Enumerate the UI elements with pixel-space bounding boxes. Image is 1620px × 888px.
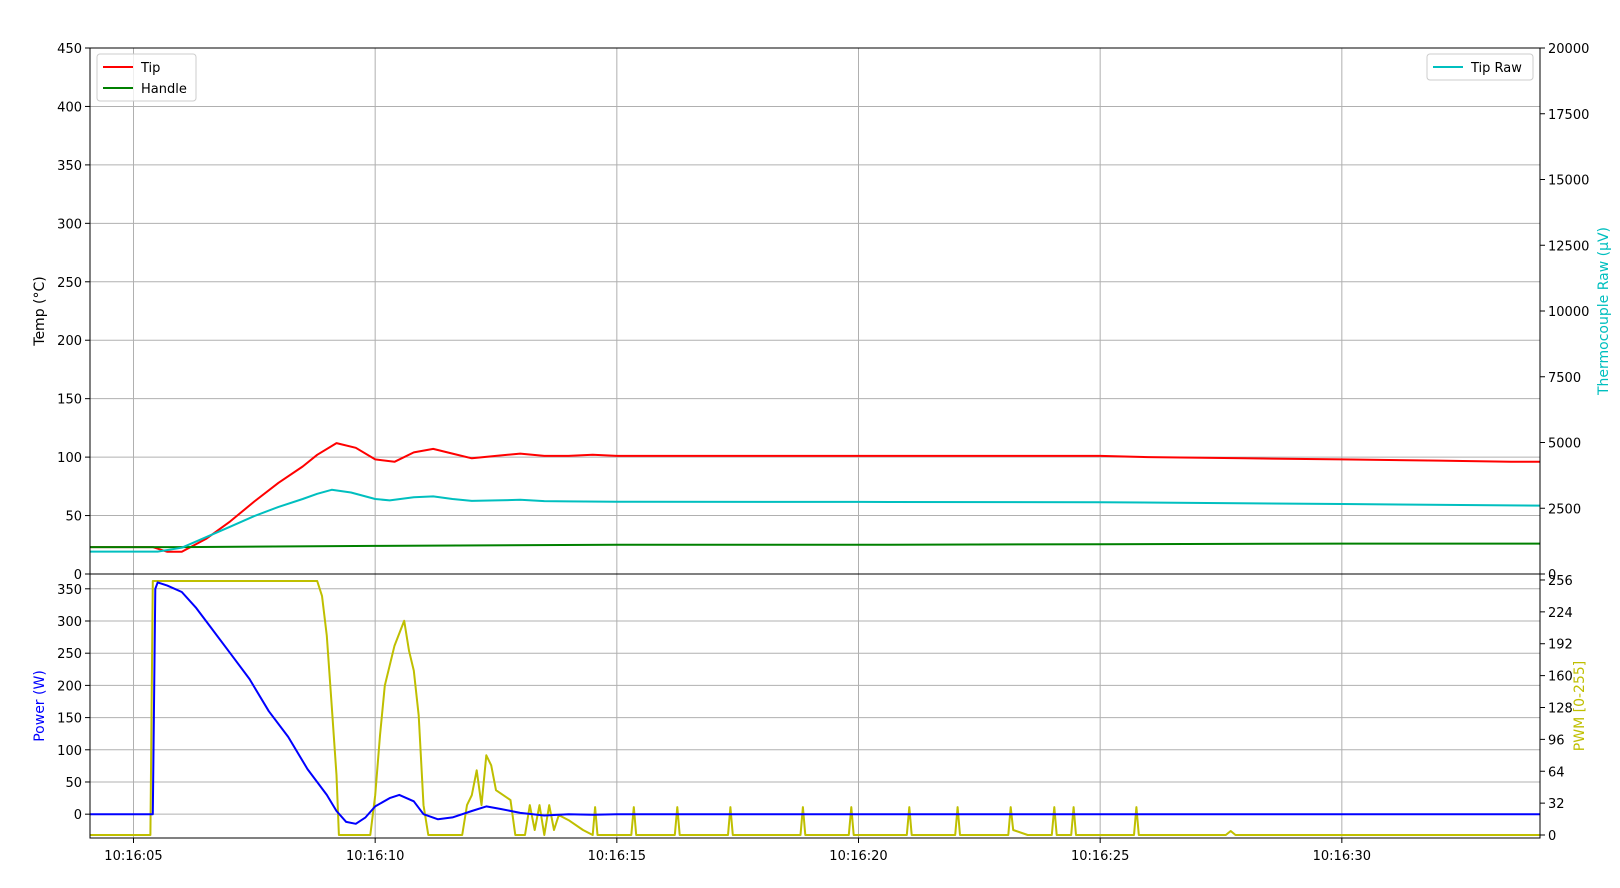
top-left-ticks: 0 50 100 150 200 250 300 350 400 450 bbox=[57, 42, 90, 583]
y-tick-label: 50 bbox=[65, 776, 82, 791]
legend-handle-label: Handle bbox=[141, 82, 187, 97]
pwm-series-line bbox=[90, 580, 1540, 836]
y-tick-label: 250 bbox=[57, 647, 82, 662]
top-y-axis-label: Temp (°C) bbox=[32, 276, 48, 346]
y2-tick-label: 32 bbox=[1548, 797, 1565, 812]
y-tick-label: 300 bbox=[57, 217, 82, 232]
handle-series-line bbox=[90, 542, 1540, 549]
y-tick-label: 50 bbox=[65, 510, 82, 525]
y-tick-label: 150 bbox=[57, 712, 82, 727]
legend-right: Tip Raw bbox=[1426, 53, 1534, 81]
x-tick-label: 10:16:10 bbox=[346, 849, 404, 864]
top-right-ticks: 0 2500 5000 7500 10000 12500 15000 17500 20000 bbox=[1540, 42, 1589, 583]
x-tick-label: 10:16:05 bbox=[104, 849, 162, 864]
y-tick-label: 350 bbox=[57, 583, 82, 598]
top-y2-axis-label: Thermocouple Raw (µV) bbox=[1596, 227, 1612, 396]
top-panel: 0 50 100 150 200 250 300 350 400 450 0 2500 5000 750… bbox=[32, 42, 1612, 583]
y-tick-label: 0 bbox=[74, 808, 82, 823]
y-tick-label: 300 bbox=[57, 615, 82, 630]
y2-tick-label: 128 bbox=[1548, 701, 1573, 716]
x-tick-label: 10:16:15 bbox=[588, 849, 646, 864]
bottom-left-ticks: 0 50 100 150 200 250 300 350 bbox=[57, 583, 90, 823]
legend-left: Tip Handle bbox=[96, 53, 197, 102]
y2-tick-label: 7500 bbox=[1548, 371, 1581, 386]
y-tick-label: 250 bbox=[57, 276, 82, 291]
x-axis-ticks: 10:16:05 10:16:10 10:16:15 10:16:20 10:16:25… bbox=[104, 838, 1371, 864]
y-tick-label: 400 bbox=[57, 100, 82, 115]
y2-tick-label: 5000 bbox=[1548, 437, 1581, 452]
tip-series-line bbox=[90, 442, 1540, 553]
bottom-series bbox=[90, 580, 1540, 836]
legend-right-box bbox=[1426, 53, 1534, 81]
y-tick-label: 0 bbox=[74, 568, 82, 583]
top-grid bbox=[90, 47, 1540, 575]
y2-tick-label: 17500 bbox=[1548, 108, 1589, 123]
bottom-plot-frame bbox=[89, 573, 1541, 839]
y2-tick-label: 224 bbox=[1548, 606, 1573, 621]
y2-tick-label: 0 bbox=[1548, 568, 1556, 583]
y-tick-label: 200 bbox=[57, 679, 82, 694]
bottom-y2-axis-label: PWM [0-255] bbox=[1572, 661, 1588, 751]
x-tick-label: 10:16:20 bbox=[829, 849, 887, 864]
y2-tick-label: 160 bbox=[1548, 670, 1573, 685]
y2-tick-label: 10000 bbox=[1548, 305, 1589, 320]
y2-tick-label: 96 bbox=[1548, 733, 1565, 748]
legend-left-box bbox=[96, 53, 197, 102]
y-tick-label: 200 bbox=[57, 334, 82, 349]
y2-tick-label: 12500 bbox=[1548, 239, 1589, 254]
y-tick-label: 100 bbox=[57, 744, 82, 759]
x-tick-label: 10:16:25 bbox=[1071, 849, 1129, 864]
power-series-line bbox=[90, 581, 1540, 825]
y2-tick-label: 15000 bbox=[1548, 174, 1589, 189]
y2-tick-label: 2500 bbox=[1548, 502, 1581, 517]
y2-tick-label: 256 bbox=[1548, 574, 1573, 589]
bottom-y-axis-label: Power (W) bbox=[32, 670, 48, 742]
tip-raw-series-line bbox=[90, 488, 1541, 553]
y2-tick-label: 64 bbox=[1548, 765, 1565, 780]
x-tick-label: 10:16:30 bbox=[1313, 849, 1371, 864]
y2-tick-label: 0 bbox=[1548, 829, 1556, 844]
top-series bbox=[90, 442, 1541, 553]
y-tick-label: 100 bbox=[57, 451, 82, 466]
y2-tick-label: 192 bbox=[1548, 638, 1573, 653]
y-tick-label: 150 bbox=[57, 393, 82, 408]
bottom-panel: 0 50 100 150 200 250 300 350 0 32 64 96 128 160 192 22… bbox=[32, 573, 1588, 864]
y2-tick-label: 20000 bbox=[1548, 42, 1589, 57]
bottom-right-ticks: 0 32 64 96 128 160 192 224 256 bbox=[1540, 574, 1573, 844]
legend-tip-raw-label: Tip Raw bbox=[1470, 61, 1522, 76]
legend-tip-label: Tip bbox=[140, 61, 160, 76]
y-tick-label: 350 bbox=[57, 159, 82, 174]
y-tick-label: 450 bbox=[57, 42, 82, 57]
